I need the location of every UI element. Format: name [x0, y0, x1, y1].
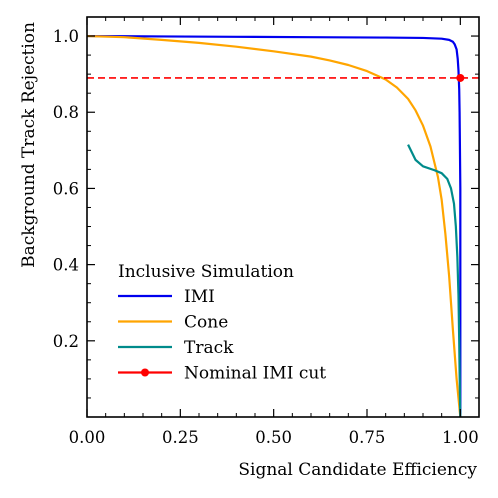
legend-title: Inclusive Simulation	[118, 262, 294, 282]
x-tick-label: 0.00	[69, 428, 106, 447]
legend-marker-nominal-imi-cut	[141, 368, 149, 377]
x-tick-label: 0.50	[255, 428, 292, 447]
y-tick-label: 0.4	[53, 256, 79, 275]
x-tick-label: 1.00	[442, 428, 479, 447]
y-axis-title: Background Track Rejection	[19, 22, 39, 268]
plot-area	[86, 34, 479, 418]
y-tick-label: 0.8	[53, 103, 79, 122]
x-tick-label: 0.25	[162, 428, 199, 447]
legend-label-imi: IMI	[184, 287, 215, 307]
series-marker-nominal-imi-cut	[456, 73, 465, 82]
legend-label-cone: Cone	[184, 313, 228, 333]
legend: Inclusive Simulation IMI Cone Track Nominal …	[118, 262, 326, 384]
y-tick-label: 0.2	[53, 332, 79, 351]
axis-ticks: 0.00 0.25 0.50 0.75 1.00 0.2 0.4 0.6 0.8 1.0	[53, 17, 479, 447]
legend-label-nominal-imi-cut: Nominal IMI cut	[184, 364, 326, 384]
y-tick-label: 0.6	[53, 179, 79, 198]
legend-label-track: Track	[184, 338, 234, 358]
x-axis-title: Signal Candidate Efficiency	[238, 460, 477, 480]
series-line-track	[407, 144, 462, 418]
plot-frame	[86, 16, 480, 418]
series-line-cone	[86, 34, 462, 418]
x-tick-label: 0.75	[349, 428, 386, 447]
y-tick-label: 1.0	[53, 27, 79, 46]
series-line-imi	[86, 34, 462, 417]
